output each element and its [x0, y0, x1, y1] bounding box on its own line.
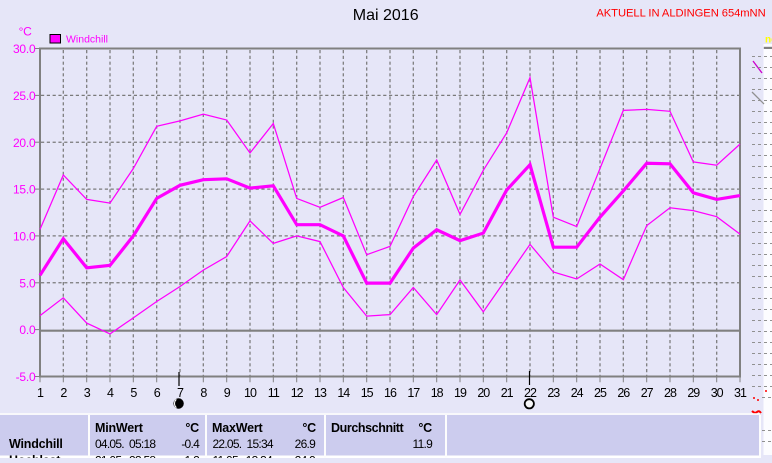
- svg-text:MinWert: MinWert: [95, 421, 144, 435]
- svg-text:°C: °C: [302, 421, 316, 435]
- svg-text:°C: °C: [418, 421, 432, 435]
- svg-text:3: 3: [84, 386, 91, 400]
- svg-text:-5.0: -5.0: [16, 370, 36, 384]
- svg-text:Hochlast: Hochlast: [9, 454, 61, 459]
- svg-text:15.0: 15.0: [13, 183, 36, 197]
- svg-text:-0.4: -0.4: [181, 437, 200, 451]
- svg-text:19: 19: [454, 386, 467, 400]
- svg-text:29: 29: [687, 386, 700, 400]
- svg-text:10: 10: [244, 386, 257, 400]
- svg-text:27: 27: [641, 386, 654, 400]
- svg-text:21: 21: [501, 386, 514, 400]
- svg-text:11.9: 11.9: [413, 437, 434, 451]
- svg-text:0.0: 0.0: [19, 323, 36, 337]
- svg-text:1: 1: [37, 386, 44, 400]
- svg-text:Windchill: Windchill: [66, 33, 108, 45]
- svg-text:18: 18: [431, 386, 444, 400]
- svg-text:25.0: 25.0: [13, 89, 36, 103]
- svg-text:13: 13: [314, 386, 327, 400]
- svg-text:Durchschnitt: Durchschnitt: [331, 421, 405, 435]
- svg-text:20.0: 20.0: [13, 136, 36, 150]
- svg-text:5: 5: [130, 386, 137, 400]
- svg-text:AKTUELL IN ALDINGEN 654mNN: AKTUELL IN ALDINGEN 654mNN: [596, 8, 765, 20]
- svg-text:15: 15: [361, 386, 374, 400]
- svg-text:21.05. 23:58: 21.05. 23:58: [95, 454, 156, 459]
- svg-text:24: 24: [571, 386, 584, 400]
- svg-text:ne: ne: [765, 35, 772, 46]
- svg-text:11: 11: [268, 386, 280, 400]
- svg-text:6: 6: [154, 386, 161, 400]
- svg-text:11.05. 13:34: 11.05. 13:34: [213, 454, 273, 459]
- svg-text:12: 12: [291, 386, 304, 400]
- svg-text:30.0: 30.0: [13, 42, 36, 56]
- svg-text:31: 31: [734, 386, 747, 400]
- svg-text:7: 7: [177, 386, 184, 400]
- svg-text:8: 8: [200, 386, 207, 400]
- svg-text:23: 23: [547, 386, 560, 400]
- svg-text:10.0: 10.0: [13, 230, 36, 244]
- svg-text:24.9: 24.9: [295, 454, 316, 459]
- svg-text:14: 14: [337, 386, 350, 400]
- svg-text:25: 25: [594, 386, 607, 400]
- svg-text:MaxWert: MaxWert: [212, 421, 264, 435]
- svg-text:°C: °C: [185, 421, 199, 435]
- svg-text:30: 30: [711, 386, 724, 400]
- svg-text:16: 16: [384, 386, 397, 400]
- svg-text:20: 20: [477, 386, 490, 400]
- svg-text:-1.2: -1.2: [181, 454, 200, 459]
- svg-text:26: 26: [617, 386, 630, 400]
- svg-text:°C: °C: [19, 25, 32, 39]
- svg-text:28: 28: [664, 386, 677, 400]
- svg-text:2: 2: [60, 386, 67, 400]
- svg-text:26.9: 26.9: [295, 437, 316, 451]
- svg-text:04.05. 05:18: 04.05. 05:18: [95, 437, 156, 451]
- svg-text:4: 4: [107, 386, 114, 400]
- svg-text:22: 22: [524, 386, 537, 400]
- svg-text:22.05. 15:34: 22.05. 15:34: [213, 437, 274, 451]
- svg-text:17: 17: [407, 386, 420, 400]
- svg-text:5.0: 5.0: [19, 276, 36, 290]
- svg-text:Mai 2016: Mai 2016: [353, 7, 419, 24]
- svg-text:Windchill: Windchill: [9, 437, 63, 451]
- svg-text:9: 9: [224, 386, 231, 400]
